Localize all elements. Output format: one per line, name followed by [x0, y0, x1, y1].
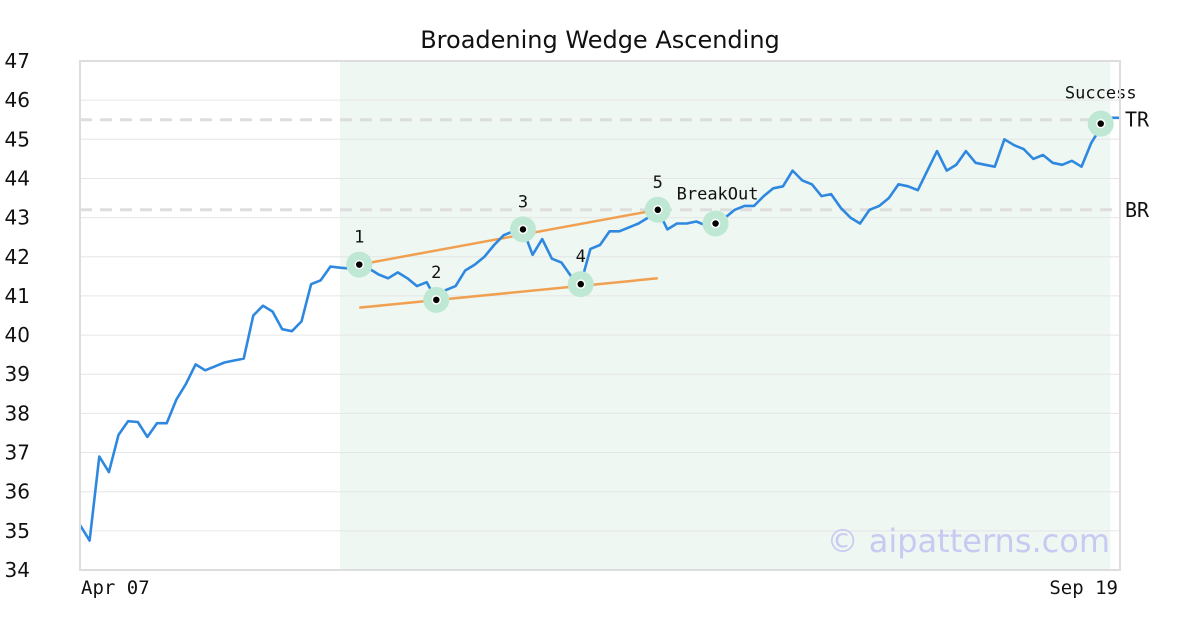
y-axis-ticks: 34 35 36 37 38 39 40 41 42 43 44 45 46 47 [5, 49, 30, 582]
pattern-point-label: 3 [518, 192, 528, 212]
level-lines-layer: TR BR [80, 108, 1150, 222]
trend-lines-layer [359, 208, 659, 309]
plot-frame [79, 60, 1121, 571]
pattern-point-label: 2 [431, 263, 441, 283]
y-tick-label: 36 [5, 480, 30, 504]
pattern-point-label: 1 [354, 228, 364, 248]
pattern-points-layer: 1 2 3 4 5 BreakOut Success [346, 84, 1137, 313]
upper-trend-line [359, 208, 659, 266]
y-tick-label: 35 [5, 519, 30, 543]
lower-trend-line [359, 277, 658, 309]
pattern-point-dot [354, 259, 365, 270]
y-tick-label: 39 [5, 362, 30, 386]
chart-title: Broadening Wedge Ascending [420, 26, 780, 54]
price-line [78, 116, 1120, 542]
grid-layer [80, 99, 1120, 532]
level-label-br: BR [1125, 198, 1150, 222]
pattern-point-label: BreakOut [677, 184, 759, 204]
price-line-layer [78, 116, 1120, 542]
pattern-region [340, 61, 1111, 570]
watermark: © aipatterns.com [827, 522, 1110, 560]
pattern-point-dot [575, 279, 586, 289]
pattern-point-label: 5 [653, 173, 663, 193]
y-tick-label: 43 [5, 206, 30, 230]
x-tick-label-end: Sep 19 [1049, 577, 1118, 599]
pattern-point-dot [1095, 118, 1106, 129]
y-tick-label: 47 [5, 49, 30, 73]
pattern-point-label: 4 [576, 247, 586, 267]
y-tick-label: 40 [5, 323, 30, 347]
y-tick-label: 44 [5, 166, 30, 190]
level-label-tr: TR [1125, 108, 1150, 132]
y-tick-label: 34 [5, 558, 30, 582]
y-tick-label: 37 [5, 441, 30, 465]
pattern-point-dot [653, 205, 663, 215]
pattern-point-dot [431, 295, 442, 305]
x-tick-label-start: Apr 07 [81, 577, 150, 599]
pattern-region-layer [340, 61, 1111, 570]
y-tick-label: 38 [5, 401, 30, 425]
pattern-point-label: Success [1065, 84, 1137, 104]
y-tick-label: 45 [5, 127, 30, 151]
y-tick-label: 41 [5, 284, 30, 308]
y-tick-label: 42 [5, 245, 30, 269]
pattern-point-dot [518, 224, 528, 235]
pattern-point-dot [710, 218, 721, 229]
y-tick-label: 46 [5, 88, 30, 112]
